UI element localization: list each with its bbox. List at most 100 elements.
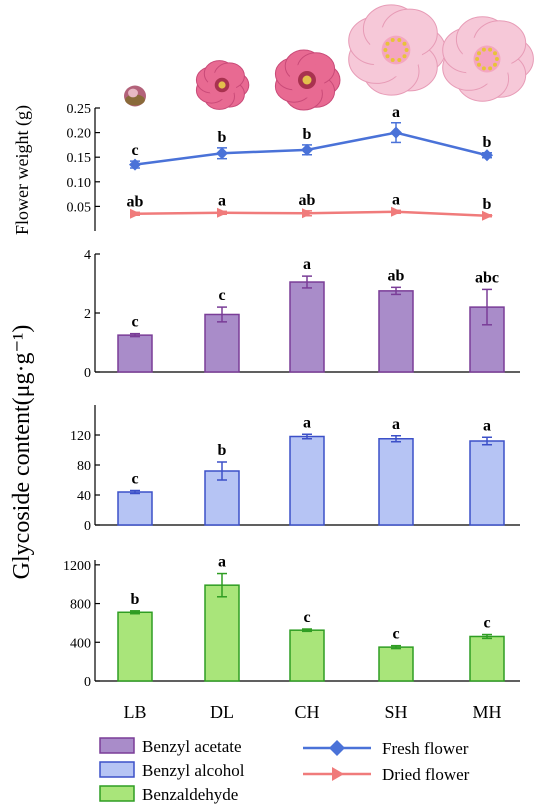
y-tick-label: 2 xyxy=(84,307,91,322)
legend-swatch-benzaldehyde xyxy=(99,785,135,802)
bar-lb xyxy=(117,334,153,373)
significance-letter: b xyxy=(483,134,492,151)
y-tick-label: 80 xyxy=(77,459,91,474)
significance-letter: c xyxy=(218,287,225,304)
significance-letter: a xyxy=(483,417,491,434)
x-axis-labels: LB DL CH SH MH xyxy=(123,702,501,722)
stamen xyxy=(402,54,407,59)
bud-highlight xyxy=(128,88,138,98)
flower-icon-dl xyxy=(195,60,250,110)
stamen xyxy=(488,66,493,71)
legend-label-benzyl-alcohol: Benzyl alcohol xyxy=(142,761,245,780)
stamen xyxy=(481,66,486,71)
significance-letter: b xyxy=(218,442,227,459)
stamen xyxy=(397,58,402,62)
legend-label-fresh-flower: Fresh flower xyxy=(382,739,469,758)
significance-letter: c xyxy=(392,626,399,643)
fresh-flower-point xyxy=(129,158,141,171)
significance-letter: a xyxy=(303,256,311,273)
x-label-dl: DL xyxy=(210,702,234,722)
y-tick-label: 40 xyxy=(77,489,91,504)
legend-marker-dried-flower xyxy=(332,767,344,781)
significance-letter: a xyxy=(218,554,226,571)
dried-flower-point xyxy=(217,207,228,218)
flower-weight-panel: Flower weight (g) 0.05 0.10 0.15 0.20 0.25 c… xyxy=(12,102,493,235)
bar-dl xyxy=(204,313,240,373)
legend-label-benzaldehyde: Benzaldehyde xyxy=(142,785,238,804)
weight-tick-label: 0.15 xyxy=(67,151,92,166)
stamen xyxy=(477,51,481,56)
fresh-flower-point xyxy=(216,147,228,160)
significance-letter: c xyxy=(303,609,310,626)
benzyl-alcohol-panel: 0 40 80 120 c b a a a xyxy=(70,405,520,534)
significance-letter: ab xyxy=(127,193,144,210)
benzaldehyde-panel: 0 400 800 1200 b a c c c xyxy=(63,554,520,690)
flower-icon-mh xyxy=(442,16,534,102)
legend-marker-fresh-flower xyxy=(329,740,345,756)
weight-tick-label: 0.25 xyxy=(67,102,92,117)
significance-letter: c xyxy=(131,314,138,331)
bar-sh xyxy=(378,290,414,373)
x-label-mh: MH xyxy=(472,702,501,722)
significance-letter: ab xyxy=(299,192,316,209)
legend-swatch-benzyl-acetate xyxy=(99,737,135,754)
x-label-ch: CH xyxy=(294,702,319,722)
legend-label-dried-flower: Dried flower xyxy=(382,765,470,784)
significance-letter: a xyxy=(392,416,400,433)
flower-weight-ylabel: Flower weight (g) xyxy=(12,105,33,235)
bar-lb xyxy=(117,491,153,526)
significance-letter: a xyxy=(218,192,226,209)
bar-dl xyxy=(204,584,240,682)
fresh-flower-point xyxy=(481,149,493,162)
significance-letter: b xyxy=(303,126,312,143)
significance-letter: b xyxy=(131,591,140,608)
flower-stamens xyxy=(302,75,312,85)
bud-sepal xyxy=(125,94,145,106)
stamen xyxy=(385,54,390,59)
significance-letter: a xyxy=(303,414,311,431)
y-tick-label: 4 xyxy=(84,248,91,263)
bar-sh xyxy=(378,646,414,682)
fresh-flower-point xyxy=(301,143,313,156)
stamen xyxy=(383,48,388,52)
significance-letter: a xyxy=(392,104,400,121)
stamen xyxy=(477,62,481,67)
y-tick-label: 400 xyxy=(70,636,91,651)
y-tick-label: 120 xyxy=(70,429,91,444)
bar-lb xyxy=(117,611,153,682)
weight-tick-label: 0.10 xyxy=(67,176,92,191)
bud-icon-lb xyxy=(124,85,146,107)
y-tick-label: 0 xyxy=(84,366,91,381)
stamen xyxy=(390,38,395,42)
y-tick-label: 0 xyxy=(84,675,91,690)
legend-swatch-benzyl-alcohol xyxy=(99,761,135,778)
significance-letter: b xyxy=(218,129,227,146)
fresh-flower-point xyxy=(390,126,402,139)
dried-flower-point xyxy=(391,206,402,217)
x-label-lb: LB xyxy=(123,702,146,722)
bar-mh xyxy=(469,635,505,682)
x-label-sh: SH xyxy=(384,702,407,722)
significance-letter: abc xyxy=(475,269,499,286)
legend-label-benzyl-acetate: Benzyl acetate xyxy=(142,737,242,756)
benzyl-acetate-panel: 0 2 4 c c a ab abc xyxy=(84,248,520,381)
bar-ch xyxy=(289,435,325,526)
stamen xyxy=(488,47,493,52)
flower-stamens xyxy=(218,81,226,89)
stamen xyxy=(493,62,497,67)
dried-flower-point xyxy=(130,208,141,219)
flower-icon-sh xyxy=(348,4,446,96)
stamen xyxy=(385,41,390,46)
significance-letter: b xyxy=(483,196,492,213)
stamen xyxy=(493,51,497,56)
stamen xyxy=(481,47,486,52)
y-tick-label: 800 xyxy=(70,598,91,613)
dried-flower-point xyxy=(482,210,493,221)
bar-mh xyxy=(469,440,505,526)
significance-letter: c xyxy=(483,615,490,632)
y-tick-label: 0 xyxy=(84,519,91,534)
flower-images xyxy=(124,4,534,111)
significance-letter: a xyxy=(392,191,400,208)
